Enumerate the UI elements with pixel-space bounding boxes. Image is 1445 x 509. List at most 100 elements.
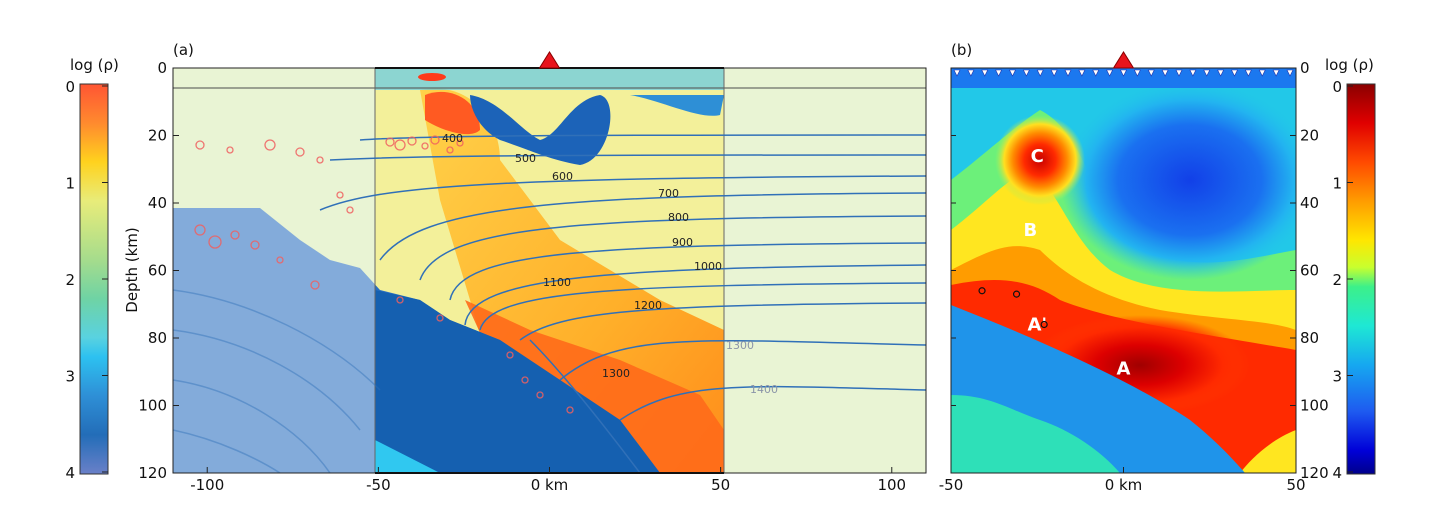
isotherm-label-1300-east: 1300 [726,339,754,352]
colorbar-right: log (ρ) 0 1 2 3 4 [1325,56,1376,482]
eq-circle [208,235,222,249]
region-label-a: A [1117,358,1131,379]
isotherm-500 [329,154,926,161]
eq-circle [295,147,305,157]
mt-station-icon [1022,69,1030,77]
mt-station-icon [1133,69,1141,77]
mt-station-icon [1161,69,1169,77]
panel-a-upper-resistor-east [630,95,724,116]
colorbar-tick-label: 3 [65,368,75,386]
y-tick-label-b: 0 [1300,59,1310,77]
panel-b-surface-resistor [951,68,1296,88]
station-triangle-a [538,51,561,69]
y-tick-label-a: 100 [138,397,167,415]
y-tick-label-b: 80 [1300,329,1319,347]
panel-a-slab-top-conductor [465,300,724,473]
isotherm-slab-1 [173,289,381,391]
eq-circle [310,280,320,290]
x-tick-label-a: -100 [190,476,224,494]
eq-circle [276,256,284,264]
mt-station-icon [1050,69,1058,77]
y-tick-label-a: 60 [148,262,167,280]
isotherm-600 [319,175,926,211]
colorbar-tick-label: 1 [1332,175,1342,193]
panel-a-slab-cyan [375,440,440,473]
isotherm-label-1000: 1000 [694,260,722,273]
mt-station-icon [1092,69,1100,77]
isotherm-900 [449,242,926,301]
eq-circle [264,139,276,151]
isotherm-1400 [619,385,926,421]
earthquake-marker [1012,290,1021,298]
y-tick-label-a: 120 [138,464,167,482]
isotherm-1100 [479,282,926,331]
panel-a-isotherms [173,134,926,473]
panel-a-shallow-conductor [425,91,480,135]
isotherm-1300 [559,339,926,381]
eq-circle [456,139,464,147]
colorbar-tick-label: 1 [65,175,75,193]
panel-a-seismicity [194,135,574,414]
colorbar-tick-label: 2 [1332,271,1342,289]
eq-circle [521,376,529,384]
y-tick-label-b: 20 [1300,127,1319,145]
earthquake-marker [978,287,986,295]
isotherm-label-500: 500 [515,152,536,165]
panel-a-surface-layer [375,68,724,90]
isotherm-label-1300: 1300 [602,367,630,380]
region-label-c: C [1031,146,1044,167]
mt-station-icon [1009,69,1016,77]
panel-b: (b) C B A' A -50 0 km 5 [939,41,1329,494]
eq-circle [506,351,514,359]
isotherm-label-1200: 1200 [634,299,662,312]
colorbar-tick-label: 0 [1332,78,1342,96]
x-tick-label-a: 100 [877,476,906,494]
panel-a: (a) [123,41,927,494]
panel-b-deep-green [951,395,1120,473]
y-tick-label-b: 60 [1300,262,1319,280]
mt-station-icon [1106,69,1114,77]
panel-a-upper-resistor [470,95,611,165]
eq-circle [566,406,574,414]
eq-circle [346,206,354,214]
colorbar-tick-label: 0 [65,78,75,96]
mt-station-icon [1147,69,1155,77]
mt-station-icon [953,69,961,77]
panel-a-slab-window [375,290,660,473]
isotherm-label-1400: 1400 [750,383,778,396]
panel-a-fade-left [173,68,375,473]
eq-circle [430,135,440,145]
y-tick-label-a: 0 [157,59,167,77]
mt-station-icon [1189,69,1197,77]
panel-b-resistor [1060,80,1296,280]
earthquake-marker [1040,320,1048,329]
eq-circle [336,191,344,199]
mt-station-icon [1231,69,1238,77]
eq-circle [421,142,429,150]
panel-b-plot-area: C B A' A [951,68,1296,473]
isotherm-1200 [519,302,926,341]
panel-a-contour-labels: 400 500 600 700 800 900 1000 1100 1200 1… [442,132,778,396]
x-tick-label-a: 0 km [531,476,569,494]
isotherm-label-700: 700 [658,187,679,200]
eq-circle [407,136,417,146]
eq-circle [226,146,234,154]
panel-b-deep-yellow [1240,430,1296,473]
panel-a-plot-area: 400 500 600 700 800 900 1000 1100 1200 1… [173,68,926,473]
isotherm-label-1100: 1100 [543,276,571,289]
eq-circle [396,296,404,304]
mt-station-icon [1078,69,1086,77]
x-tick-label-b: -50 [939,476,964,494]
mt-station-icon [1286,69,1294,77]
y-tick-label-b: 40 [1300,194,1319,212]
panel-b-conductor-c [995,115,1085,205]
eq-circle [230,230,240,240]
isotherm-label-900: 900 [672,236,693,249]
y-tick-label-a: 20 [148,127,167,145]
isotherm-800 [419,215,926,281]
mt-station-icon [1217,69,1225,77]
y-tick-label-a: 80 [148,329,167,347]
station-triangle-b [1112,51,1135,69]
isotherm-slab-2 [173,329,361,431]
